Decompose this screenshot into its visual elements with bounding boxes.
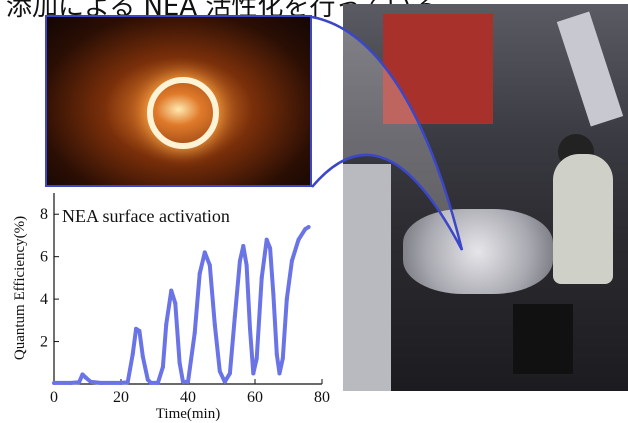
x-axis-label: Time(min) [156,406,220,422]
data-point [268,246,273,251]
data-point [98,380,103,385]
x-tick-label: 80 [314,389,330,406]
series-line [54,225,310,385]
data-point [222,379,227,384]
data-point [207,263,212,268]
data-point [180,379,185,384]
data-point [303,227,308,232]
lab-photo [343,4,628,391]
y-tick-label: 6 [40,249,48,266]
data-point [306,224,311,229]
equipment-rack [343,164,391,391]
data-point [227,371,232,376]
data-point [212,322,217,327]
data-point [247,326,252,331]
data-point [217,369,222,374]
callout-shape [311,15,464,251]
operator [553,154,613,284]
data-point [52,380,56,385]
x-tick-label: 40 [180,389,196,406]
data-point [119,380,123,385]
y-tick-label: 8 [40,206,48,223]
data-point [149,380,154,385]
y-tick-label: 2 [40,334,48,351]
equipment-red-block [383,14,493,124]
data-point [274,352,279,357]
x-tick-label: 20 [113,389,129,406]
data-point [264,237,269,242]
data-point [244,263,249,268]
data-point [296,237,301,242]
data-point [271,292,276,297]
data-point [68,380,73,385]
data-point [130,352,135,357]
data-point [80,372,85,377]
data-point [284,297,289,302]
data-point [155,380,160,385]
ticks: 0 20 40 60 80 2 4 6 8 [40,206,330,406]
data-point [77,380,82,385]
data-points [52,224,311,385]
data-point [164,322,169,327]
data-point [173,301,178,306]
chart-title: NEA surface activation [62,206,230,226]
data-point [83,375,88,380]
chamber-photo-inset [45,15,312,187]
data-point [169,288,174,293]
x-tick-label: 60 [247,389,263,406]
data-point [88,379,93,384]
glowing-ring [147,77,219,149]
equipment-box [513,304,573,374]
data-point [232,314,237,319]
data-point [125,380,130,385]
data-point [197,271,202,276]
data-point [241,244,246,249]
x-tick-label: 0 [50,389,58,406]
data-point [192,331,197,336]
data-point [289,258,294,263]
y-tick-label: 4 [40,291,48,308]
data-point [134,326,139,331]
data-point [137,328,142,333]
data-point [259,275,264,280]
data-point [186,379,190,384]
data-point [237,258,242,263]
data-point [145,377,150,382]
data-point [251,371,256,376]
data-point [140,354,145,359]
data-point [177,360,182,365]
y-axis-label: Quantum Efficiency(%) [12,216,28,360]
data-point [160,365,165,370]
vacuum-chamber-foil [403,209,553,294]
data-point [254,356,259,361]
data-point [280,356,285,361]
data-point [277,371,282,376]
data-point [202,250,207,255]
